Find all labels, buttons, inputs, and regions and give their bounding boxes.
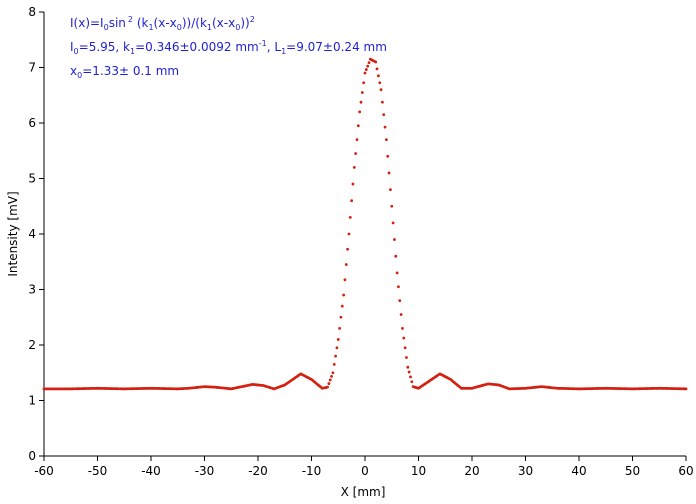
x-tick-label: 20: [464, 464, 479, 478]
data-point: [382, 113, 386, 117]
y-tick-label: 6: [28, 116, 36, 130]
data-point: [330, 374, 333, 378]
y-tick-label: 1: [28, 394, 36, 408]
data-point: [379, 88, 383, 92]
data-point: [386, 154, 390, 158]
data-point: [346, 247, 350, 251]
x-tick-label: 10: [411, 464, 426, 478]
x-tick-label: 30: [518, 464, 533, 478]
data-point: [326, 385, 329, 389]
data-point: [380, 100, 384, 104]
data-point: [397, 285, 400, 289]
data-point: [389, 188, 392, 192]
data-point: [335, 346, 339, 350]
data-point: [376, 74, 380, 78]
data-point: [331, 371, 335, 375]
data-point: [366, 64, 370, 68]
data-point: [375, 67, 379, 71]
data-point: [351, 182, 355, 186]
data-point: [385, 138, 388, 142]
data-point: [350, 199, 354, 203]
y-tick-label: 8: [28, 5, 36, 19]
data-point: [334, 354, 337, 358]
data-point: [348, 215, 352, 219]
data-point: [383, 125, 387, 129]
x-tick-label: -10: [302, 464, 322, 478]
data-point: [407, 370, 411, 374]
x-tick-label: 60: [678, 464, 693, 478]
data-point: [363, 71, 367, 75]
x-tick-label: -60: [34, 464, 54, 478]
x-tick-label: 0: [361, 464, 369, 478]
data-point: [339, 315, 343, 319]
fit-annotation: I(x)=I0sin 2 (k1(x-x0))/(k1(x-x0))2 I0=5.…: [70, 15, 387, 80]
y-tick-label: 3: [28, 283, 36, 297]
data-point: [343, 278, 347, 282]
y-tick-label: 7: [28, 61, 36, 75]
data-point: [362, 81, 366, 85]
data-point: [327, 382, 331, 385]
data-point: [374, 60, 378, 64]
data-point: [340, 304, 344, 308]
data-point: [352, 166, 356, 169]
data-point: [338, 326, 341, 330]
x-tick-label: -20: [248, 464, 268, 478]
x-tick-label: -50: [88, 464, 108, 478]
data-point: [401, 326, 404, 330]
data-point: [387, 171, 391, 175]
data-point: [395, 271, 399, 275]
data-point: [347, 232, 351, 236]
data-point: [390, 204, 394, 208]
data-point: [328, 378, 332, 382]
x-tick-label: 40: [571, 464, 586, 478]
data-point: [356, 124, 360, 128]
series-points: [42, 57, 688, 391]
data-point: [359, 100, 363, 104]
data-point: [406, 365, 410, 369]
x-axis-title: X [mm]: [341, 485, 386, 499]
y-tick-label: 2: [28, 338, 36, 352]
y-tick-label: 5: [28, 172, 36, 186]
data-point: [364, 68, 368, 71]
annotation-line-3: x0=1.33± 0.1 mm: [70, 64, 179, 80]
annotation-line-2: I0=5.95, k1=0.346±0.0092 mm-1, L1=9.07±0…: [70, 39, 387, 56]
y-ticks: 0 1 2 3 4 5 6 7 8: [28, 5, 44, 463]
data-point: [398, 299, 402, 302]
data-point: [336, 338, 340, 341]
data-point: [393, 238, 396, 241]
data-point: [344, 263, 348, 266]
data-point: [410, 380, 414, 384]
y-axis-title: Intensity [mV]: [6, 191, 20, 276]
data-point: [367, 61, 371, 65]
data-point: [391, 221, 395, 225]
x-tick-label: -30: [195, 464, 215, 478]
data-point: [684, 387, 688, 391]
x-ticks: -60 -50 -40 -30 -20 -10 0 10 20 30 40 50 60: [34, 456, 694, 478]
x-tick-label: -40: [141, 464, 161, 478]
data-point: [405, 356, 408, 359]
y-tick-label: 0: [28, 449, 36, 463]
data-point: [355, 138, 359, 142]
data-point: [360, 91, 364, 94]
data-point: [358, 110, 362, 114]
data-point: [399, 313, 403, 316]
y-tick-label: 4: [28, 227, 36, 241]
data-point: [378, 81, 382, 85]
annotation-line-1: I(x)=I0sin 2 (k1(x-x0))/(k1(x-x0))2: [70, 15, 255, 32]
data-point: [342, 293, 345, 297]
data-point: [409, 375, 412, 379]
data-point: [403, 346, 407, 350]
data-point: [354, 152, 358, 155]
data-point: [402, 336, 406, 340]
x-tick-label: 50: [625, 464, 640, 478]
data-point: [394, 254, 398, 258]
data-point: [332, 363, 336, 366]
